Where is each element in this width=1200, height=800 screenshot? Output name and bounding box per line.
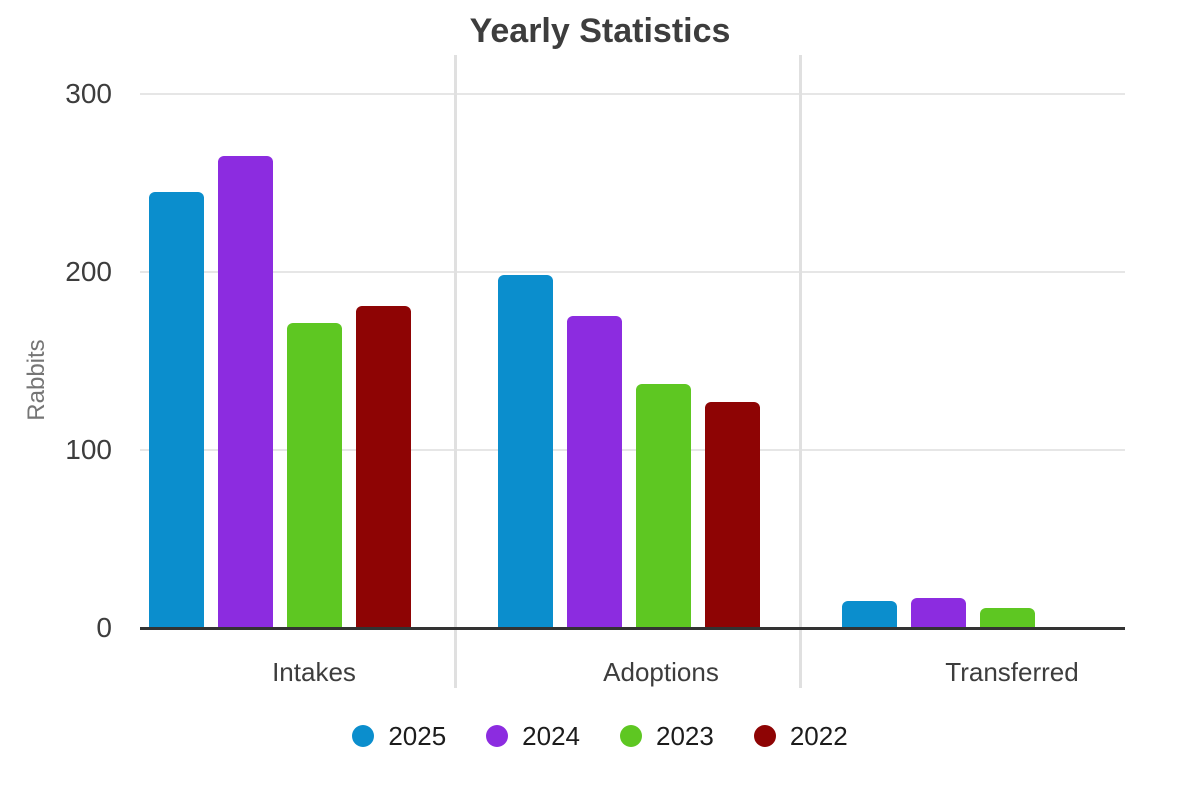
category-divider bbox=[454, 55, 457, 688]
bar-transferred-2025[interactable] bbox=[842, 601, 897, 628]
category-label-intakes: Intakes bbox=[272, 657, 356, 687]
legend-color-dot-2025 bbox=[352, 725, 375, 747]
legend-item-2024: 2024 bbox=[486, 721, 580, 752]
legend: 2025 2024 2023 2022 bbox=[0, 719, 1200, 753]
bar-adoptions-2023[interactable] bbox=[636, 384, 691, 628]
category-label-transferred: Transferred bbox=[945, 657, 1079, 687]
bar-intakes-2024[interactable] bbox=[218, 156, 273, 628]
bar-intakes-2023[interactable] bbox=[287, 323, 342, 628]
x-axis-line bbox=[140, 627, 1125, 630]
legend-color-dot-2023 bbox=[620, 725, 642, 747]
legend-item-2023: 2023 bbox=[620, 721, 714, 752]
legend-label: 2023 bbox=[656, 720, 714, 751]
legend-item-2025: 2025 bbox=[352, 721, 446, 752]
y-tick-label: 300 bbox=[65, 78, 112, 109]
legend-color-dot-2024 bbox=[486, 725, 509, 747]
bar-adoptions-2025[interactable] bbox=[498, 275, 553, 628]
bar-transferred-2024[interactable] bbox=[911, 598, 966, 628]
legend-item-2022: 2022 bbox=[753, 720, 848, 752]
legend-label: 2022 bbox=[789, 720, 848, 751]
bar-intakes-2025[interactable] bbox=[149, 192, 204, 628]
category-divider bbox=[799, 55, 802, 688]
category-label-adoptions: Adoptions bbox=[603, 657, 719, 687]
bar-adoptions-2022[interactable] bbox=[705, 402, 760, 628]
y-tick-label: 0 bbox=[96, 612, 112, 643]
bar-intakes-2022[interactable] bbox=[356, 306, 411, 628]
chart-title: Yearly Statistics bbox=[469, 12, 731, 50]
gridline bbox=[140, 449, 1125, 451]
bar-transferred-2023[interactable] bbox=[980, 608, 1035, 628]
gridline bbox=[140, 271, 1125, 273]
y-tick-label: 200 bbox=[65, 256, 112, 287]
y-tick-label: 100 bbox=[65, 434, 112, 465]
legend-label: 2024 bbox=[522, 720, 580, 751]
legend-label: 2025 bbox=[388, 720, 447, 751]
gridline bbox=[140, 93, 1125, 95]
legend-color-dot-2022 bbox=[753, 725, 776, 747]
bar-adoptions-2024[interactable] bbox=[567, 316, 622, 628]
